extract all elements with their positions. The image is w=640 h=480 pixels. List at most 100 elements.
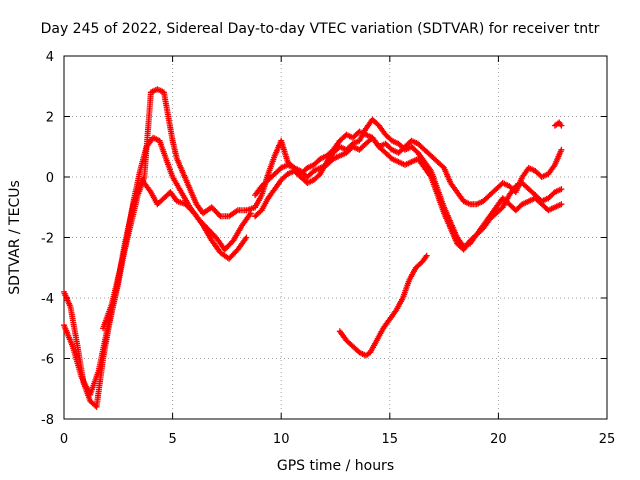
data-point (171, 176, 174, 178)
data-point (423, 161, 426, 163)
data-point (501, 206, 504, 209)
data-point (378, 145, 380, 148)
data-point (176, 158, 178, 160)
data-point (293, 167, 296, 169)
data-point (560, 188, 563, 190)
data-point (139, 170, 141, 172)
data-point (223, 248, 226, 251)
data-point (462, 248, 465, 251)
data-point (365, 354, 367, 357)
data-point (384, 142, 387, 145)
data-point (152, 136, 154, 139)
data-point (119, 266, 122, 269)
data-point (267, 179, 269, 181)
data-point (397, 161, 400, 163)
data-point (202, 224, 204, 227)
data-point (395, 309, 398, 311)
data-point (436, 161, 439, 163)
y-tick-label: 4 (46, 50, 54, 65)
y-tick-label: -6 (41, 353, 54, 368)
data-point (456, 242, 458, 245)
y-tick-label: -2 (41, 232, 54, 247)
data-point (365, 127, 367, 130)
x-tick-label: 10 (273, 432, 290, 447)
data-point (210, 206, 213, 209)
data-point (63, 291, 65, 293)
data-point (541, 176, 543, 178)
data-point (402, 297, 404, 299)
data-point (391, 158, 393, 160)
data-point (219, 215, 222, 218)
data-point (417, 158, 419, 160)
data-point (501, 197, 504, 199)
data-point (312, 170, 315, 172)
data-point (232, 239, 235, 242)
data-point (410, 139, 413, 142)
data-point (358, 148, 361, 151)
y-tick-label: 0 (46, 171, 54, 186)
data-point (273, 155, 276, 157)
data-point (521, 176, 524, 178)
data-point (241, 224, 243, 227)
data-point (165, 158, 167, 160)
data-point (495, 212, 498, 215)
data-point (273, 173, 276, 175)
data-point (89, 400, 91, 402)
data-point (345, 339, 348, 342)
data-point (404, 148, 406, 151)
data-point (280, 167, 283, 169)
data-point (358, 130, 361, 133)
data-point (421, 260, 424, 263)
data-point (254, 215, 256, 218)
data-point (514, 185, 517, 187)
data-point (408, 279, 411, 281)
data-point (534, 170, 537, 172)
data-point (167, 115, 170, 118)
data-point (286, 173, 289, 175)
data-point (410, 145, 413, 148)
series-trace-7 (336, 252, 430, 359)
series-layer (61, 86, 565, 410)
data-point (391, 139, 393, 142)
data-point (76, 342, 78, 345)
data-point (547, 173, 550, 175)
data-point (150, 91, 152, 94)
data-point (430, 176, 432, 178)
data-point (389, 318, 391, 320)
data-point (397, 142, 400, 145)
data-point (97, 369, 100, 372)
y-tick-label: -8 (41, 413, 54, 428)
series-trace-6 (252, 134, 565, 253)
data-point (260, 185, 263, 187)
data-point (137, 194, 139, 196)
data-point (554, 191, 556, 193)
data-point (156, 203, 159, 206)
data-point (423, 167, 426, 169)
data-point (332, 152, 335, 154)
data-point (560, 148, 563, 151)
data-point (345, 152, 348, 154)
data-point (430, 155, 432, 157)
data-point (554, 124, 556, 127)
data-point (378, 124, 380, 127)
data-point (254, 206, 256, 209)
data-point (449, 182, 452, 184)
data-point (312, 164, 315, 166)
series-trace-3 (100, 86, 259, 332)
data-point (236, 209, 239, 212)
data-point (245, 236, 248, 239)
data-point (249, 212, 252, 215)
data-point (326, 155, 328, 157)
data-point (541, 200, 543, 202)
x-tick-label: 25 (599, 432, 616, 447)
data-point (339, 330, 341, 333)
data-point (312, 179, 315, 181)
data-point (150, 191, 152, 193)
data-point (106, 327, 109, 330)
data-point (547, 197, 550, 199)
data-point (195, 203, 198, 206)
data-point (352, 145, 354, 148)
data-point (180, 191, 183, 193)
